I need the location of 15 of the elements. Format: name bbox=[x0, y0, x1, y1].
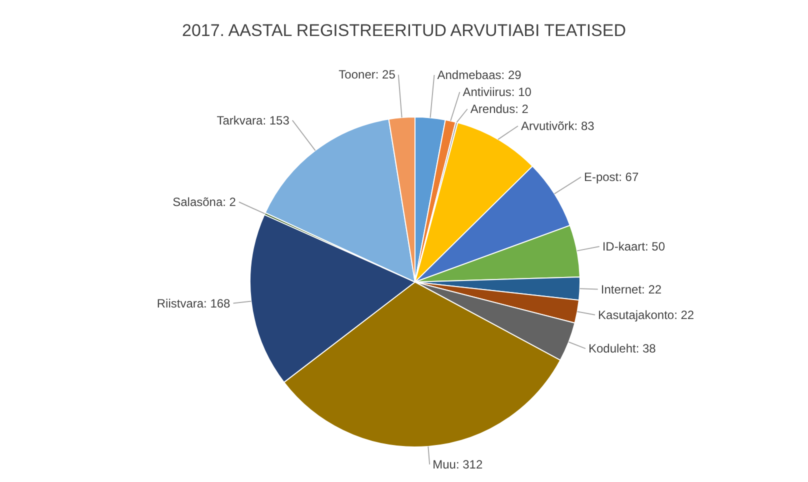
slice-label: Muu: 312 bbox=[432, 457, 483, 472]
slice-label: Internet: 22 bbox=[600, 282, 662, 296]
slice-label: ID-kaart: 50 bbox=[602, 240, 666, 254]
slice-label: Koduleht: 38 bbox=[588, 342, 656, 356]
slice-label: Kasutajakonto: 22 bbox=[598, 308, 694, 322]
slice-label: Salasõna: 2 bbox=[172, 194, 236, 209]
chart-title: 2017. AASTAL REGISTREERITUD ARVUTIABI TEATISED bbox=[182, 21, 626, 40]
slice-label: Tooner: 25 bbox=[338, 68, 396, 82]
slice-label: E-post: 67 bbox=[584, 170, 639, 184]
slice-label: Riistvara: 168 bbox=[156, 296, 231, 310]
slice-label: Arvutivõrk: 83 bbox=[520, 119, 595, 133]
slice-label: Antiviirus: 10 bbox=[462, 85, 532, 99]
slice-label: Andmebaas: 29 bbox=[437, 68, 522, 82]
slice-label: Tarkvara: 153 bbox=[216, 113, 290, 128]
slice-label: Arendus: 2 bbox=[470, 102, 529, 116]
